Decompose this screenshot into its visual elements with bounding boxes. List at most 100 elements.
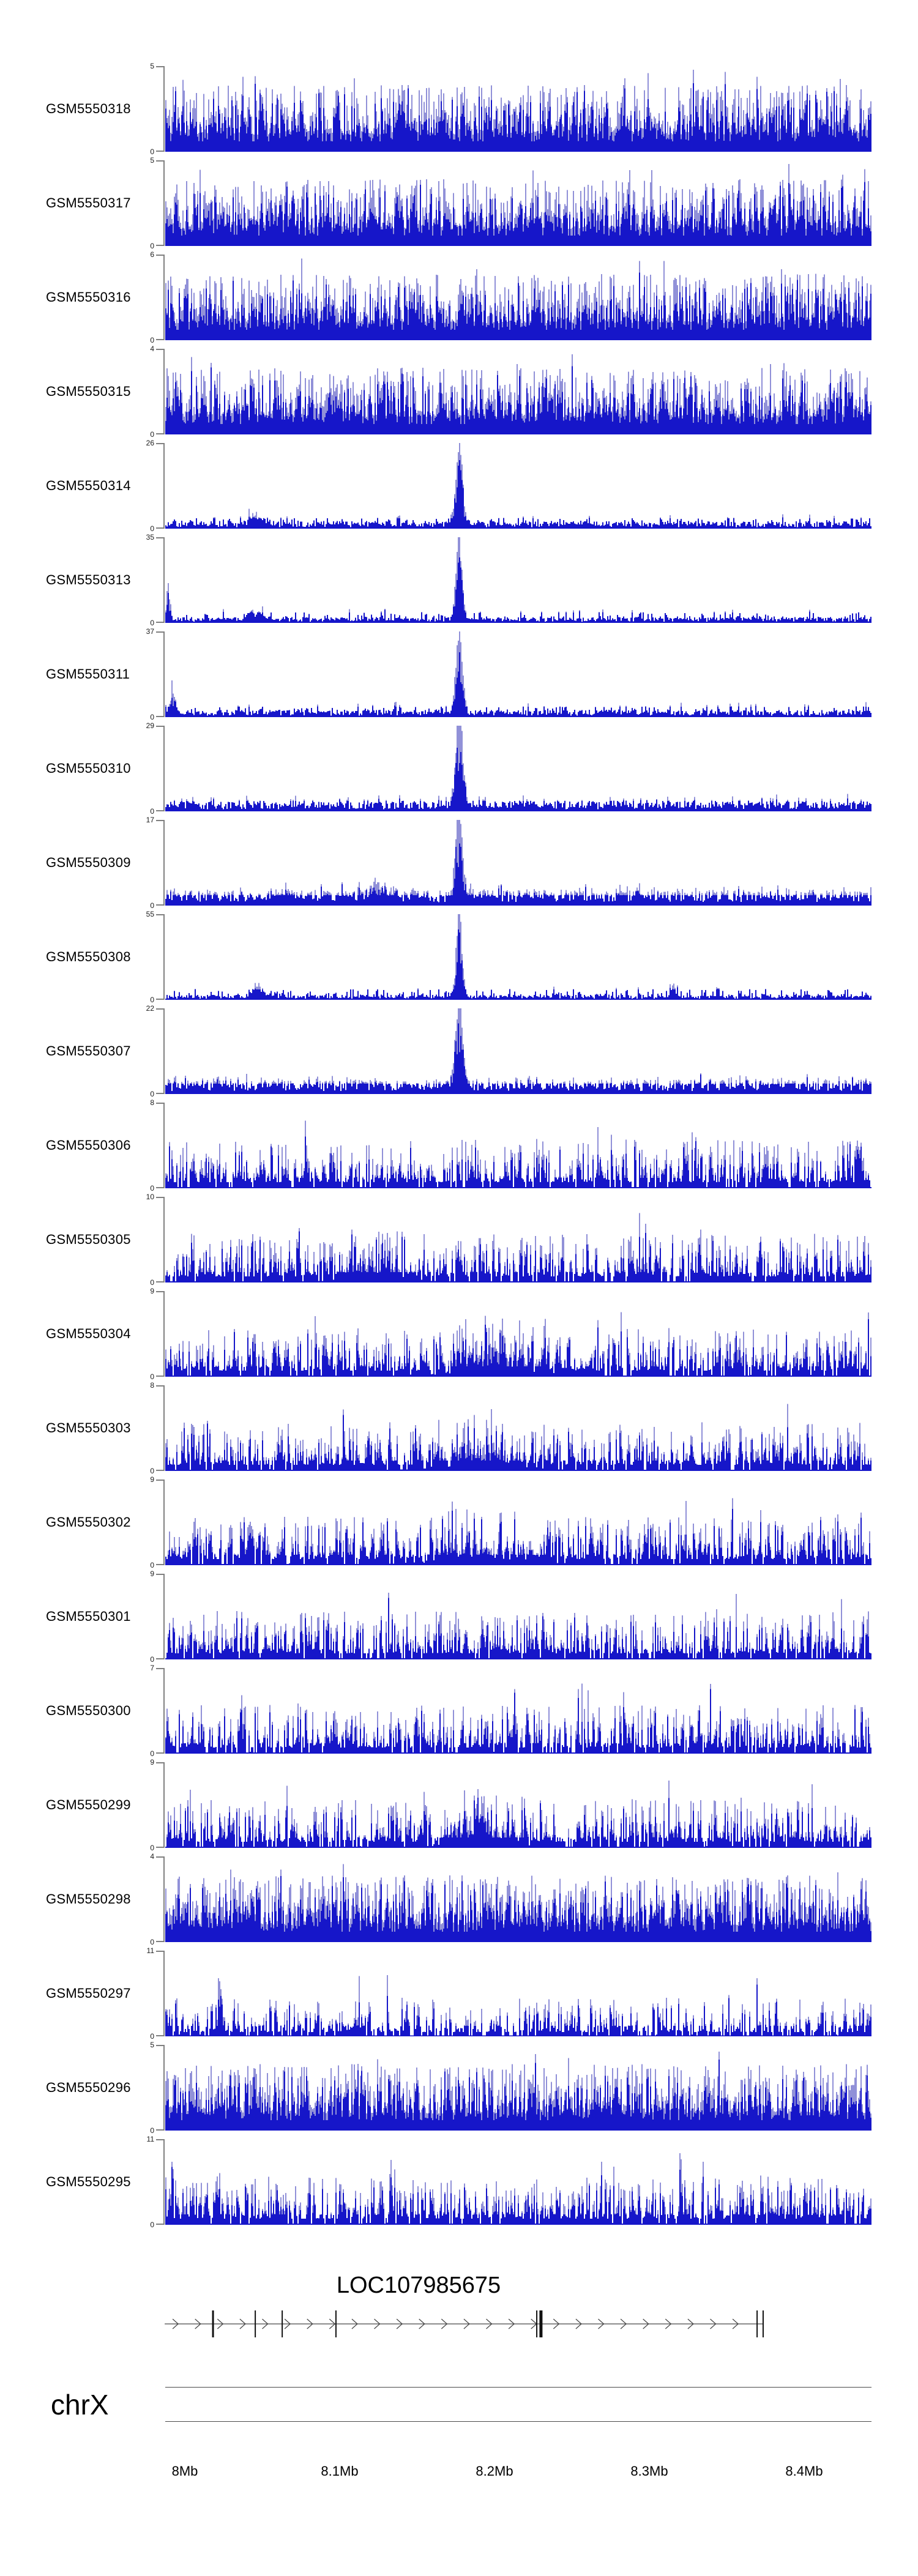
track-row: GSM5550306 8 0: [0, 1099, 918, 1192]
track-ymin-label: 0: [150, 524, 154, 533]
track-sample-label: GSM5550310: [46, 761, 131, 776]
coverage-signal-plot: [165, 443, 871, 529]
track-y-axis-line: [163, 349, 165, 434]
coverage-signal-plot: [165, 1498, 871, 1565]
track-ymin-label: 0: [150, 901, 154, 910]
track-row: GSM5550309 17 0: [0, 816, 918, 910]
strand-arrow-icon: [351, 2318, 358, 2329]
track-y-axis-top-tick: [156, 1480, 164, 1481]
track-ymin-label: 0: [150, 242, 154, 250]
exon-mark: [762, 2310, 764, 2337]
signal-dark-layer: [165, 182, 871, 246]
track-row: GSM5550301 9 0: [0, 1570, 918, 1663]
track-sample-label: GSM5550297: [46, 1986, 131, 2001]
signal-dark-layer: [165, 1509, 871, 1565]
track-row: GSM5550300 7 0: [0, 1664, 918, 1758]
signal-dark-layer: [165, 1023, 871, 1094]
track-ymin-label: 0: [150, 807, 154, 816]
track-y-axis-line: [163, 160, 165, 246]
track-y-axis-top-tick: [156, 2045, 164, 2046]
track-y-axis-line: [163, 914, 165, 1000]
exon-mark: [212, 2310, 214, 2337]
signal-dark-layer: [165, 366, 871, 434]
track-sample-label: GSM5550306: [46, 1137, 131, 1153]
coverage-signal-plot: [165, 1683, 871, 1754]
track-ymin-label: 0: [150, 1938, 154, 1946]
track-ymin-label: 0: [150, 430, 154, 439]
ruler-baseline: [165, 2421, 871, 2422]
track-y-axis-bottom-tick: [156, 1093, 164, 1094]
track-row: GSM5550296 5 0: [0, 2041, 918, 2134]
track-sample-label: GSM5550302: [46, 1514, 131, 1530]
strand-arrow-icon: [239, 2318, 246, 2329]
signal-dark-layer: [165, 1689, 871, 1754]
coverage-signal-plot: [165, 1864, 871, 1942]
track-ymax-label: 9: [150, 1287, 154, 1295]
track-y-axis-top-tick: [156, 1291, 164, 1292]
gene-model: [165, 2310, 764, 2337]
strand-arrow-icon: [508, 2318, 515, 2329]
strand-arrow-icon: [419, 2318, 425, 2329]
strand-arrow-icon: [643, 2318, 649, 2329]
signal-light-layer: [165, 537, 871, 623]
track-sample-label: GSM5550301: [46, 1609, 131, 1624]
track-y-axis-line: [163, 1385, 165, 1471]
chromosome-label: chrX: [51, 2389, 109, 2421]
track-ymax-label: 8: [150, 1098, 154, 1107]
track-y-axis-top-tick: [156, 349, 164, 350]
strand-arrow-icon: [620, 2318, 627, 2329]
signal-dark-layer: [165, 2059, 871, 2131]
track-ymin-label: 0: [150, 1749, 154, 1758]
track-y-axis-top-tick: [156, 255, 164, 256]
track-y-axis-line: [163, 1951, 165, 2036]
track-row: GSM5550318 5 0: [0, 62, 918, 155]
track-y-axis-top-tick: [156, 1385, 164, 1387]
track-sample-label: GSM5550300: [46, 1703, 131, 1718]
track-ymax-label: 9: [150, 1475, 154, 1484]
track-row: GSM5550304 9 0: [0, 1287, 918, 1380]
strand-arrow-icon: [486, 2318, 493, 2329]
signal-dark-layer: [165, 557, 871, 623]
track-y-axis-bottom-tick: [156, 1658, 164, 1659]
track-ymin-label: 0: [150, 336, 154, 344]
signal-dark-layer: [165, 1598, 871, 1659]
track-y-axis-top-tick: [156, 1197, 164, 1198]
track-ymin-label: 0: [150, 996, 154, 1004]
track-sample-label: GSM5550317: [46, 195, 131, 210]
gene-name-label: LOC107985675: [336, 2273, 501, 2298]
track-ymin-label: 0: [150, 1278, 154, 1287]
ruler-ticks: [0, 2422, 918, 2466]
coverage-signal-plot: [165, 1312, 871, 1377]
track-y-axis-top-tick: [156, 160, 164, 162]
track-row: GSM5550298 4 0: [0, 1853, 918, 1946]
coverage-signal-plot: [165, 1008, 871, 1094]
track-y-axis-line: [163, 2139, 165, 2225]
strand-arrow-icon: [687, 2318, 694, 2329]
strand-arrow-icon: [575, 2318, 582, 2329]
track-row: GSM5550314 26 0: [0, 439, 918, 533]
track-y-axis-line: [163, 726, 165, 811]
strand-arrow-icon: [172, 2318, 179, 2329]
track-y-axis-top-tick: [156, 66, 164, 67]
track-y-axis-line: [163, 1008, 165, 1094]
coverage-signal-plot: [165, 164, 871, 246]
track-ymax-label: 17: [146, 816, 154, 824]
ruler-top-line: [165, 2387, 871, 2388]
coverage-signal-plot: [165, 1120, 871, 1188]
track-y-axis-top-tick: [156, 2139, 164, 2140]
signal-dark-layer: [165, 748, 871, 811]
strand-arrow-icon: [665, 2318, 672, 2329]
strand-arrow-icon: [284, 2318, 291, 2329]
exon-mark: [255, 2310, 256, 2337]
signal-dark-layer: [165, 1319, 871, 1377]
track-sample-label: GSM5550303: [46, 1420, 131, 1435]
track-ymax-label: 11: [146, 1946, 154, 1955]
track-row: GSM5550315 4 0: [0, 345, 918, 438]
strand-arrow-icon: [262, 2318, 269, 2329]
track-y-axis-bottom-tick: [156, 1752, 164, 1754]
track-y-axis-line: [163, 1480, 165, 1565]
signal-dark-layer: [165, 1231, 871, 1282]
strand-arrow-icon: [553, 2318, 560, 2329]
track-ymax-label: 26: [146, 439, 154, 447]
signal-light-layer: [165, 1008, 871, 1094]
